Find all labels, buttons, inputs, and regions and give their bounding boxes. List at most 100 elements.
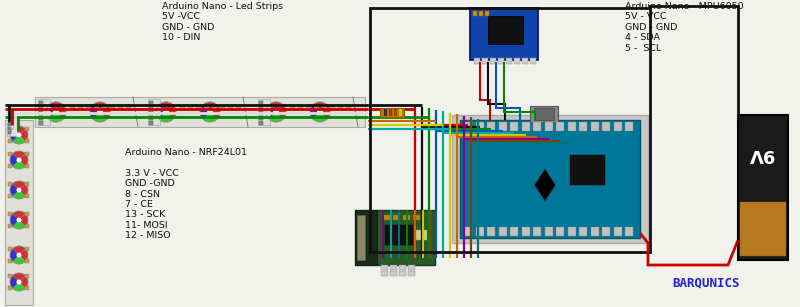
Polygon shape	[100, 105, 110, 119]
Bar	[25, 286, 29, 290]
Polygon shape	[93, 102, 107, 112]
Text: Arduino Nano - NRF24L01

3.3 V - VCC
GND -GND
8 - CSN
7 - CE
13 - SCK
11- MOSI
1: Arduino Nano - NRF24L01 3.3 V - VCC GND …	[125, 148, 247, 240]
Bar	[298, 105, 303, 110]
Bar	[470, 8, 538, 60]
Circle shape	[10, 181, 28, 199]
Bar	[487, 122, 495, 131]
Bar	[381, 265, 388, 270]
Polygon shape	[203, 102, 217, 112]
Bar	[413, 215, 420, 220]
Polygon shape	[13, 181, 26, 190]
Bar	[102, 105, 107, 110]
Polygon shape	[13, 211, 26, 220]
Polygon shape	[313, 112, 327, 122]
Polygon shape	[10, 154, 19, 166]
Circle shape	[10, 126, 28, 144]
Polygon shape	[49, 102, 63, 112]
Text: Arduino Nano - MPU6050
5V - VCC
GND - GND
4 - SDA
5 -  SCL: Arduino Nano - MPU6050 5V - VCC GND - GN…	[625, 2, 744, 52]
Circle shape	[53, 109, 59, 115]
Bar	[25, 164, 29, 168]
Bar	[39, 101, 43, 105]
Polygon shape	[19, 154, 28, 166]
Text: Arduino Nano - Led Strips
5V -VCC
GND - GND
10 - DIN: Arduino Nano - Led Strips 5V -VCC GND - …	[162, 2, 283, 42]
Bar	[533, 227, 541, 236]
Bar	[384, 109, 387, 116]
Bar	[473, 11, 477, 16]
Bar	[570, 155, 605, 185]
Bar	[39, 106, 43, 110]
Polygon shape	[49, 112, 63, 122]
Bar	[498, 58, 504, 64]
Bar	[510, 227, 518, 236]
Bar	[8, 131, 11, 134]
Circle shape	[17, 279, 22, 285]
Bar	[25, 274, 29, 278]
Bar	[25, 182, 29, 186]
Bar	[556, 227, 564, 236]
Bar	[385, 225, 413, 245]
Bar	[148, 99, 160, 125]
Bar	[70, 105, 75, 110]
Polygon shape	[19, 184, 28, 196]
Bar	[8, 212, 12, 216]
Bar	[510, 122, 518, 131]
Bar	[579, 122, 587, 131]
Polygon shape	[310, 105, 320, 119]
Bar	[403, 215, 410, 220]
Bar	[126, 105, 131, 110]
Bar	[8, 164, 12, 168]
Bar	[259, 111, 263, 115]
Polygon shape	[19, 249, 28, 261]
Bar	[39, 111, 43, 115]
Polygon shape	[13, 126, 26, 135]
Bar	[614, 227, 622, 236]
Bar	[149, 101, 153, 105]
Circle shape	[10, 246, 28, 264]
Polygon shape	[203, 112, 217, 122]
Polygon shape	[10, 184, 19, 196]
Bar	[475, 122, 483, 131]
Bar	[258, 99, 270, 125]
Bar	[590, 122, 598, 131]
Bar	[220, 105, 225, 110]
Bar	[488, 16, 523, 44]
Bar	[8, 224, 12, 228]
Bar	[228, 105, 233, 110]
Bar	[487, 227, 495, 236]
Bar	[259, 116, 263, 120]
Bar	[602, 122, 610, 131]
Bar	[485, 11, 489, 16]
Bar	[8, 152, 12, 156]
Polygon shape	[46, 105, 56, 119]
Bar	[25, 259, 29, 263]
Polygon shape	[276, 105, 286, 119]
Bar	[355, 210, 377, 265]
Bar	[380, 108, 404, 117]
Bar	[530, 58, 536, 64]
Bar	[415, 230, 427, 240]
Polygon shape	[13, 273, 26, 282]
Bar	[259, 121, 263, 125]
Circle shape	[266, 102, 286, 122]
Bar	[204, 105, 209, 110]
Bar	[25, 247, 29, 251]
Circle shape	[17, 157, 22, 162]
Polygon shape	[13, 151, 26, 160]
Bar	[259, 101, 263, 105]
Bar	[25, 194, 29, 198]
Bar	[355, 210, 435, 265]
Bar	[110, 105, 115, 110]
Bar	[522, 227, 530, 236]
Polygon shape	[313, 102, 327, 112]
Polygon shape	[13, 282, 26, 291]
Bar	[394, 109, 397, 116]
Bar	[370, 8, 650, 252]
Bar	[188, 105, 193, 110]
Bar	[590, 227, 598, 236]
Polygon shape	[13, 135, 26, 144]
Bar	[498, 227, 506, 236]
Bar	[180, 105, 185, 110]
Bar	[498, 122, 506, 131]
Bar	[38, 99, 50, 125]
Bar	[399, 271, 406, 276]
